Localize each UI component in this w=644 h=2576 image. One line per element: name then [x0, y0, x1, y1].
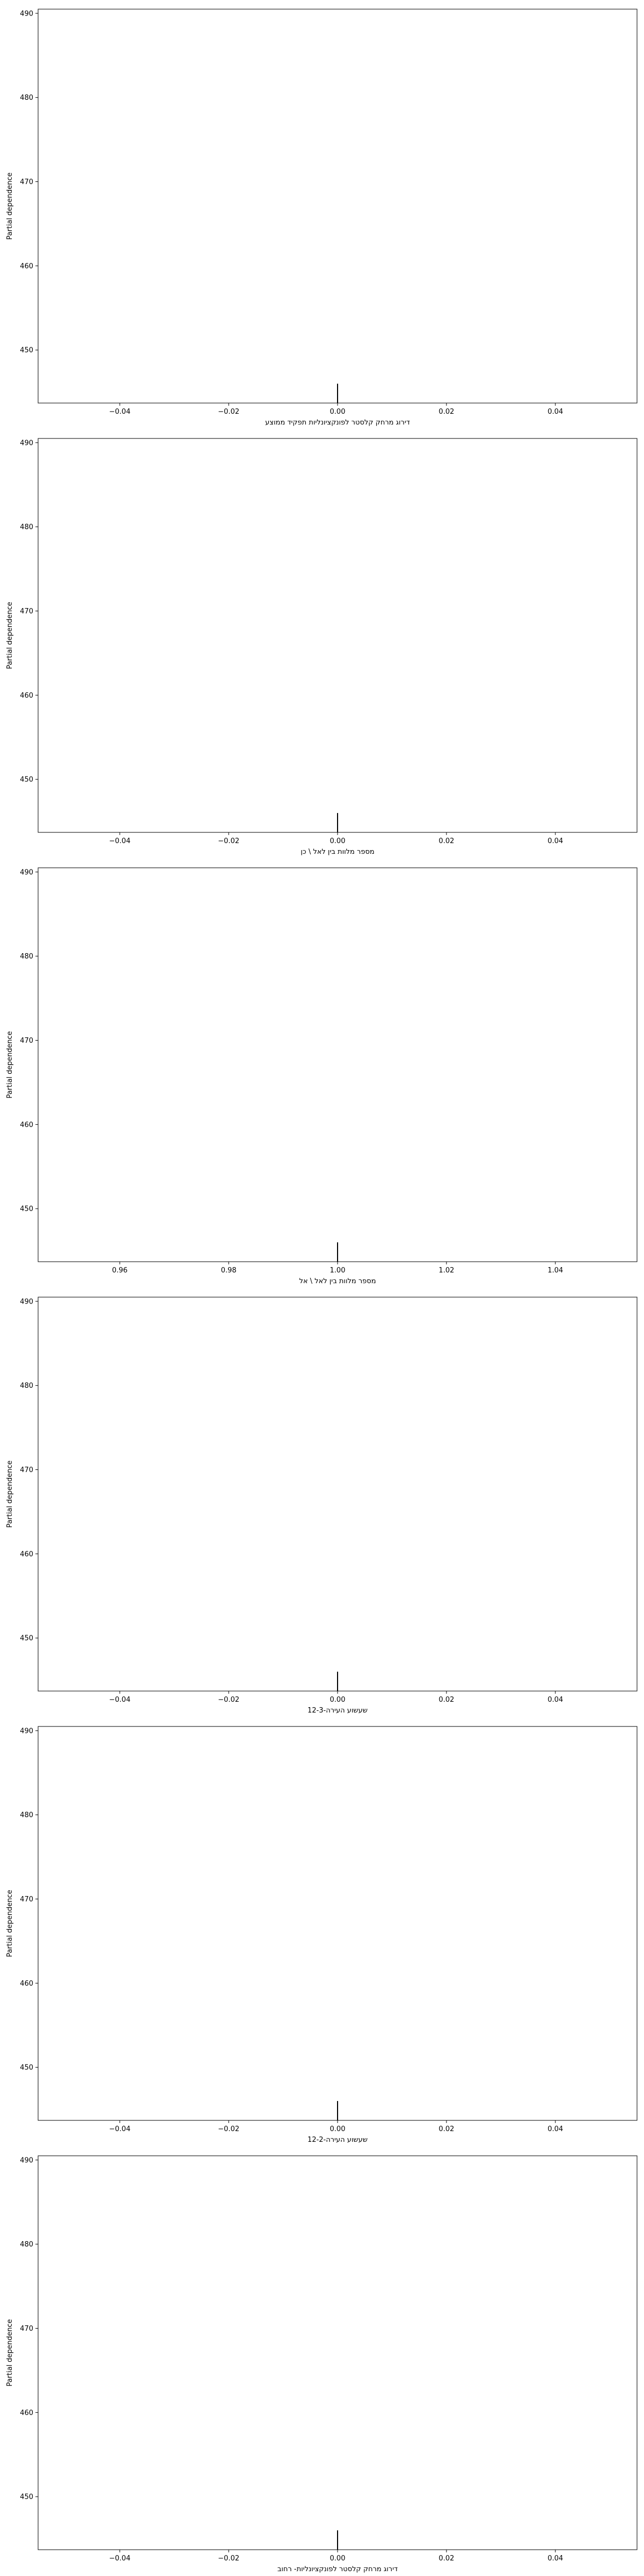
y-tick-label: 480 — [20, 2241, 33, 2249]
axes-frame — [38, 1726, 638, 2121]
x-axis-label: שעשוע העירה-12-2 — [308, 2136, 368, 2144]
y-tick-label: 480 — [20, 523, 33, 531]
y-tick-label: 490 — [20, 10, 33, 18]
x-tick-label: 0.02 — [438, 2125, 454, 2133]
y-tick-label: 480 — [20, 953, 33, 961]
x-tick-label: 0.02 — [438, 1696, 454, 1704]
y-tick-label: 460 — [20, 692, 33, 700]
y-tick-label: 460 — [20, 2409, 33, 2417]
x-tick-label: −0.02 — [218, 408, 239, 416]
y-tick-label: 470 — [20, 1466, 33, 1474]
x-tick-label: −0.04 — [109, 408, 130, 416]
x-tick-label: −0.04 — [109, 2125, 130, 2133]
y-tick-label: 490 — [20, 439, 33, 447]
y-tick-label: 450 — [20, 347, 33, 355]
y-tick-label: 460 — [20, 1121, 33, 1129]
x-axis-label: מספר מלוות בין לאל \ כן — [301, 848, 374, 856]
y-axis-label: Partial dependence — [6, 1031, 14, 1098]
pd-panel-6: −0.04 −0.02 0.00 0.02 0.04 450 460 470 480 490 Par… — [6, 2155, 638, 2573]
x-tick-label: 0.00 — [330, 2555, 346, 2563]
x-tick-label: −0.02 — [218, 2125, 239, 2133]
x-tick-label: 0.04 — [547, 1696, 563, 1704]
y-tick-label: 490 — [20, 868, 33, 876]
pd-panel-4: −0.04 −0.02 0.00 0.02 0.04 450 460 470 480 490 Par… — [6, 1297, 638, 1715]
x-tick-label: 1.04 — [547, 1267, 563, 1275]
y-tick-label: 480 — [20, 1382, 33, 1390]
y-tick-label: 460 — [20, 1980, 33, 1988]
y-tick-label: 470 — [20, 1896, 33, 1904]
x-tick-label: −0.02 — [218, 2555, 239, 2563]
x-tick-label: 0.98 — [221, 1267, 237, 1275]
y-tick-label: 490 — [20, 2156, 33, 2164]
x-axis-label: דירוג מרחק קלסטר לפונקציונליות- רחוב — [277, 2565, 398, 2573]
x-tick-label: 0.00 — [330, 408, 346, 416]
y-tick-label: 480 — [20, 1811, 33, 1819]
y-tick-label: 460 — [20, 262, 33, 270]
x-tick-label: 0.02 — [438, 837, 454, 845]
x-tick-label: 0.02 — [438, 2555, 454, 2563]
x-tick-label: 0.96 — [112, 1267, 128, 1275]
axes-frame — [38, 1297, 638, 1692]
y-tick-label: 470 — [20, 1037, 33, 1045]
y-tick-label: 460 — [20, 1550, 33, 1558]
y-axis-label: Partial dependence — [6, 1890, 14, 1957]
y-tick-label: 450 — [20, 2064, 33, 2072]
x-tick-label: −0.04 — [109, 1696, 130, 1704]
x-tick-label: 0.00 — [330, 837, 346, 845]
axes-frame — [38, 867, 638, 1262]
x-tick-label: 0.02 — [438, 408, 454, 416]
y-tick-label: 450 — [20, 1205, 33, 1213]
y-tick-label: 470 — [20, 608, 33, 616]
x-tick-label: 0.04 — [547, 2555, 563, 2563]
pd-panel-2: −0.04 −0.02 0.00 0.02 0.04 450 460 470 480 490 Par… — [6, 438, 638, 856]
pd-panel-3: 0.96 0.98 1.00 1.02 1.04 450 460 470 480 490 Parti… — [6, 867, 638, 1285]
pd-panel-5: −0.04 −0.02 0.00 0.02 0.04 450 460 470 480 490 Par… — [6, 1726, 638, 2144]
y-axis-label: Partial dependence — [6, 172, 14, 239]
x-tick-label: −0.04 — [109, 837, 130, 845]
y-axis-label: Partial dependence — [6, 2319, 14, 2386]
y-tick-label: 480 — [20, 94, 33, 102]
x-tick-label: −0.02 — [218, 837, 239, 845]
y-tick-label: 470 — [20, 178, 33, 186]
axes-frame — [38, 2155, 638, 2550]
x-axis-label: דירוג מרחק קלסטר לפונקציונליות תפקיד ממו… — [265, 419, 410, 427]
axes-frame — [38, 438, 638, 833]
x-tick-label: −0.02 — [218, 1696, 239, 1704]
x-axis-label: מספר מלוות בין לאל \ אל — [299, 1277, 376, 1285]
y-tick-label: 490 — [20, 1727, 33, 1735]
x-tick-label: 1.02 — [438, 1267, 454, 1275]
x-tick-label: 0.04 — [547, 837, 563, 845]
x-tick-label: 0.04 — [547, 408, 563, 416]
y-tick-label: 470 — [20, 2325, 33, 2333]
y-tick-label: 490 — [20, 1298, 33, 1306]
x-tick-label: −0.04 — [109, 2555, 130, 2563]
x-tick-label: 0.00 — [330, 1696, 346, 1704]
pd-panel-1: −0.04 −0.02 0.00 0.02 0.04 450 460 470 480 490 Par… — [6, 9, 638, 427]
y-axis-label: Partial dependence — [6, 602, 14, 669]
y-tick-label: 450 — [20, 2493, 33, 2501]
y-tick-label: 450 — [20, 776, 33, 784]
y-tick-label: 450 — [20, 1635, 33, 1643]
x-tick-label: 0.00 — [330, 2125, 346, 2133]
axes-frame — [38, 9, 638, 404]
x-tick-label: 0.04 — [547, 2125, 563, 2133]
x-axis-label: שעשוע העירה-12-3 — [308, 1707, 368, 1715]
x-tick-label: 1.00 — [330, 1267, 346, 1275]
y-axis-label: Partial dependence — [6, 1460, 14, 1527]
